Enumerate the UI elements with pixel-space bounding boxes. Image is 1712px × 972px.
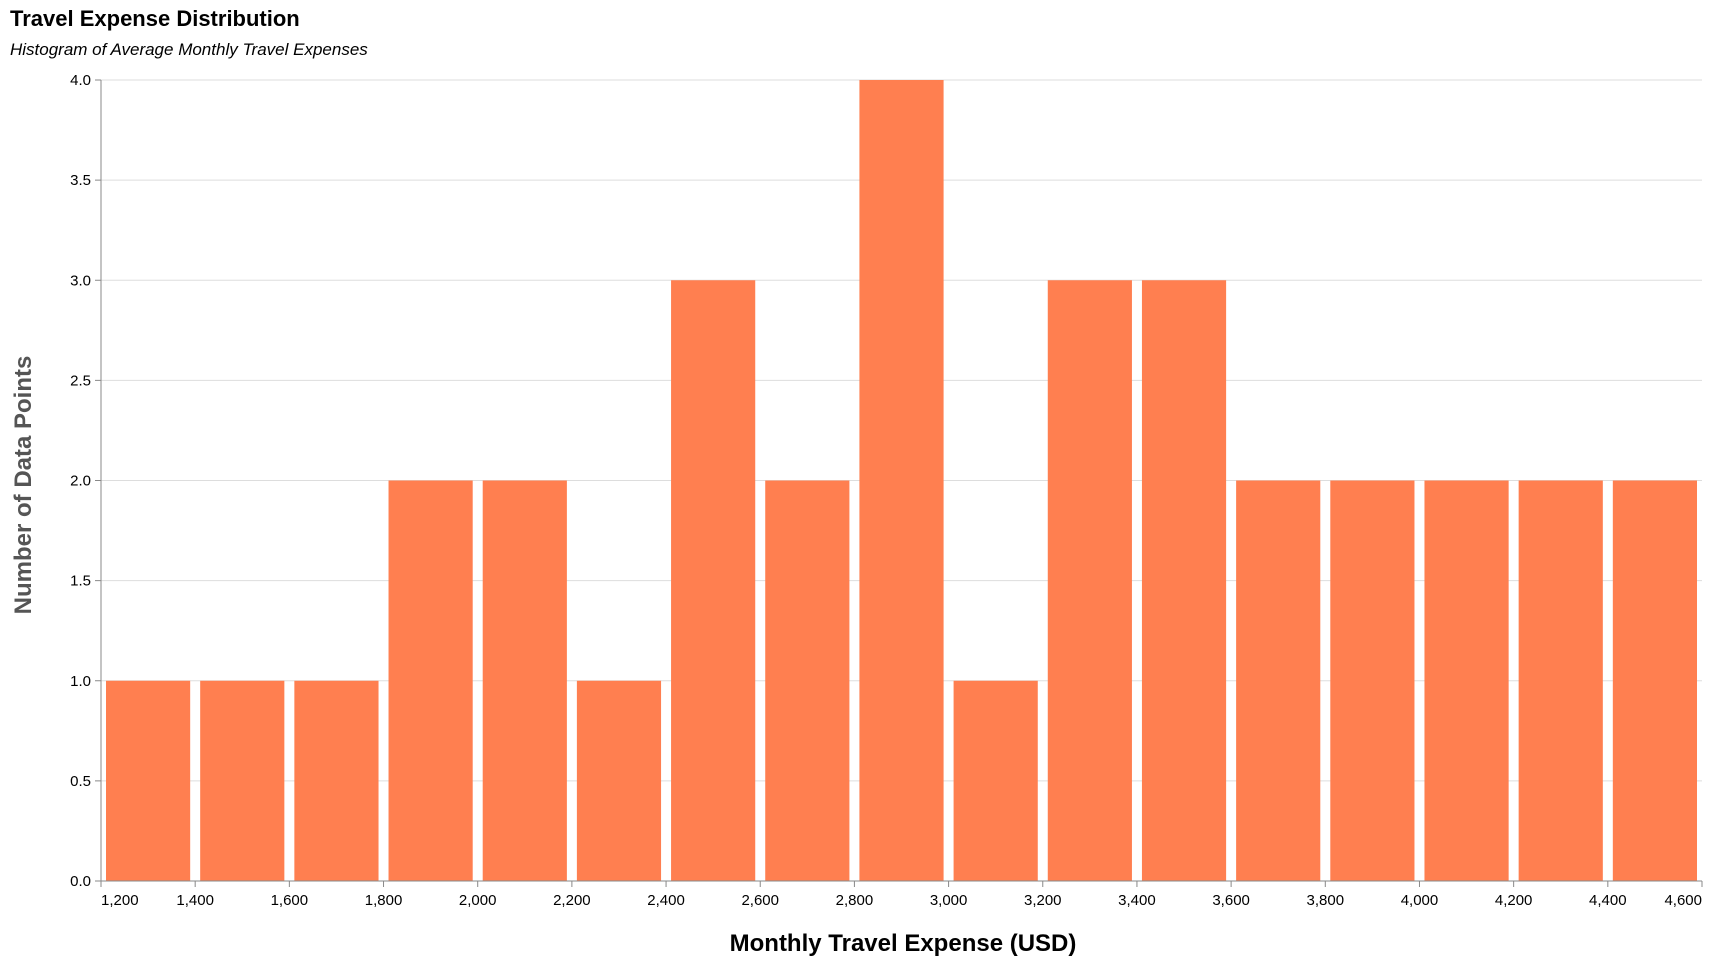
y-tick-label: 1.5: [70, 573, 91, 590]
x-tick-label: 2,600: [741, 892, 779, 909]
histogram-bar: [1518, 480, 1603, 881]
histogram-bar: [1612, 480, 1697, 881]
x-tick-label: 1,600: [271, 892, 309, 909]
x-tick-label: 3,200: [1024, 892, 1062, 909]
y-tick-label: 0.0: [70, 873, 91, 890]
x-tick-label: 4,200: [1495, 892, 1533, 909]
x-tick-label: 1,800: [365, 892, 403, 909]
x-tick-label: 4,000: [1401, 892, 1439, 909]
y-tick-label: 2.5: [70, 372, 91, 389]
histogram-bar: [388, 480, 473, 881]
histogram-bar: [1424, 480, 1509, 881]
x-axis-title: Monthly Travel Expense (USD): [730, 930, 1077, 957]
x-tick-label: 3,400: [1118, 892, 1156, 909]
histogram-bar: [1047, 280, 1132, 881]
histogram-bar: [106, 680, 191, 881]
x-tick-label: 1,200: [101, 892, 139, 909]
x-tick-label: 2,200: [553, 892, 591, 909]
x-tick-label: 4,400: [1589, 892, 1627, 909]
x-tick-label: 2,800: [836, 892, 874, 909]
axes: 0.0 0.5 1.0 1.5 2.0 2.5 3.0 3.5 4.0 1,200 1,400 1,6…: [70, 72, 1703, 909]
x-tick-label: 3,000: [930, 892, 968, 909]
histogram-bar: [859, 80, 944, 881]
y-tick-label: 4.0: [70, 72, 91, 89]
y-tick-label: 1.0: [70, 673, 91, 690]
histogram-bar: [671, 280, 756, 881]
chart-title: Travel Expense Distribution: [10, 6, 300, 31]
histogram-bar: [953, 680, 1038, 881]
x-tick-label: 4,600: [1664, 892, 1702, 909]
histogram-bar: [765, 480, 850, 881]
y-tick-label: 0.5: [70, 773, 91, 790]
histogram-bar: [482, 480, 567, 881]
y-axis-title: Number of Data Points: [10, 356, 37, 615]
chart-subtitle: Histogram of Average Monthly Travel Expe…: [10, 40, 368, 59]
y-tick-label: 3.5: [70, 172, 91, 189]
histogram-bar: [1330, 480, 1415, 881]
x-tick-label: 3,600: [1212, 892, 1250, 909]
x-tick-label: 2,000: [459, 892, 497, 909]
y-tick-label: 3.0: [70, 272, 91, 289]
histogram-bar: [1236, 480, 1321, 881]
histogram-bar: [576, 680, 662, 881]
histogram-bar: [294, 680, 379, 881]
histogram-bar: [1141, 280, 1227, 881]
bars: [106, 80, 1697, 881]
x-tick-label: 2,400: [647, 892, 685, 909]
histogram-bar: [200, 680, 285, 881]
x-tick-label: 3,800: [1307, 892, 1345, 909]
x-tick-label: 1,400: [176, 892, 214, 909]
y-tick-label: 2.0: [70, 473, 91, 490]
